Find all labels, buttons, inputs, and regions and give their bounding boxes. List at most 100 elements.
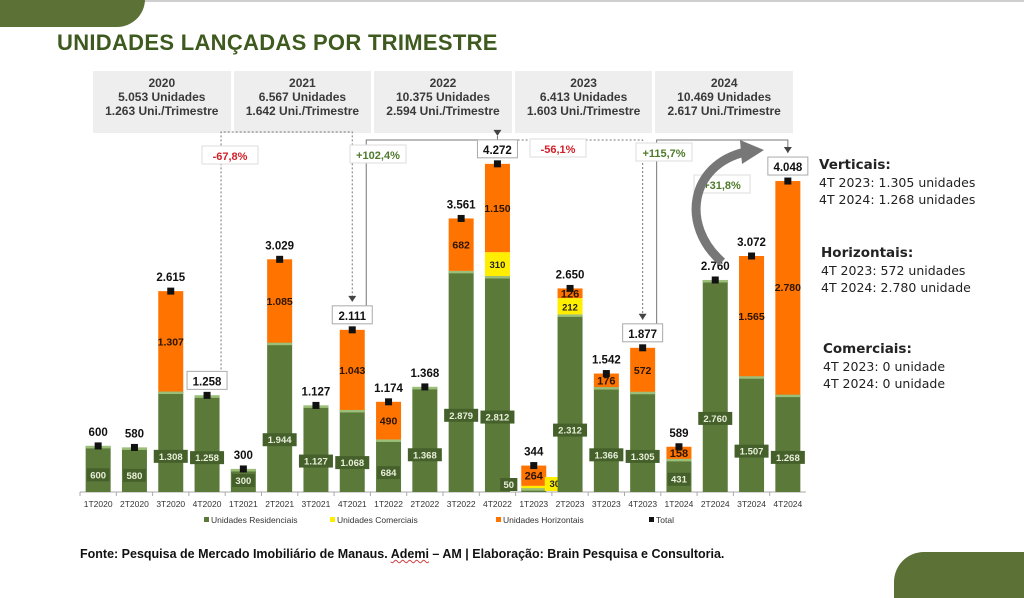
bar-comercial	[484, 252, 510, 276]
side-note-line: 4T 2024: 0 unidade	[823, 376, 946, 391]
source-ademi: Ademi	[390, 547, 429, 561]
percent-change-label: +102,4%	[356, 150, 400, 162]
total-value-label: 2.760	[701, 261, 730, 273]
side-note-line: 4T 2024: 2.780 unidade	[821, 280, 971, 295]
total-value-label: 2.650	[556, 269, 585, 281]
residencial-value-label: 1.268	[776, 453, 800, 464]
horizontal-value-label: 490	[380, 416, 398, 428]
bar-horizontal	[630, 347, 656, 392]
x-tick-label: 3T2020	[156, 499, 185, 509]
horizontal-value-label: 1.043	[339, 365, 365, 377]
year-average: 2.617 Uni./Trimestre	[667, 104, 781, 118]
year-average: 2.594 Uni./Trimestre	[386, 104, 500, 118]
total-value-label: 1.127	[302, 386, 331, 398]
percent-change-label: +31,8%	[703, 180, 741, 192]
brand-tab-top-left	[0, 0, 145, 27]
year-label: 2020	[148, 76, 176, 90]
curved-growth-arrow	[691, 147, 747, 266]
residencial-value-label: 1.507	[740, 447, 764, 458]
side-note-line: 4T 2024: 1.268 unidades	[819, 192, 976, 207]
bar-residencial	[630, 391, 656, 492]
bar-horizontal	[666, 446, 692, 459]
total-marker	[457, 214, 465, 222]
residencial-value-label: 1.258	[195, 453, 219, 464]
residencial-label-box	[500, 478, 518, 491]
total-marker	[276, 255, 284, 263]
year-average: 1.603 Uni./Trimestre	[526, 104, 641, 118]
year-total: 6.413 Unidades	[539, 90, 628, 104]
page-title: UNIDADES LANÇADAS POR TRIMESTRE	[57, 30, 498, 55]
arrowhead-icon	[348, 295, 357, 302]
x-tick-label: 2T2022	[410, 499, 439, 509]
residencial-label-box	[667, 472, 691, 486]
bar-comercial	[521, 485, 547, 489]
total-value-label: 4.048	[773, 162, 802, 174]
residencial-label-box	[190, 451, 225, 465]
residencial-value-label: 1.308	[159, 452, 183, 463]
residencial-label-box	[444, 408, 479, 422]
total-value-label: 589	[669, 428, 688, 440]
bar-residencial-top-highlight	[339, 409, 365, 413]
comercial-value-label: 30	[549, 479, 560, 490]
total-marker	[493, 160, 501, 168]
legend-label: Unidades Residenciais	[211, 515, 297, 525]
residencial-label-box	[335, 456, 370, 470]
horizontal-value-label: 1.085	[267, 296, 293, 308]
year-total: 5.053 Unidades	[118, 90, 206, 104]
bar-residencial-top-highlight	[775, 394, 801, 398]
residencial-value-label: 684	[381, 468, 398, 479]
total-label-box	[186, 370, 228, 390]
x-tick-label: 1T2022	[374, 499, 403, 509]
x-tick-label: 3T2024	[737, 499, 766, 509]
year-total: 10.469 Unidades	[677, 90, 772, 104]
residencial-value-label: 600	[90, 470, 106, 481]
residencial-label-box	[231, 474, 255, 487]
residencial-value-label: 431	[671, 475, 688, 486]
side-note-line: 4T 2023: 572 unidades	[821, 263, 966, 278]
total-value-label: 2.615	[156, 272, 185, 284]
year-label: 2022	[429, 76, 457, 90]
arrowhead-icon	[638, 313, 647, 320]
percent-change-box	[635, 142, 693, 162]
total-value-label: 3.072	[737, 237, 766, 249]
total-value-label: 300	[234, 450, 253, 462]
total-value-label: 1.174	[374, 383, 403, 395]
bar-residencial-top-highlight	[158, 391, 184, 395]
bar-residencial-top-highlight	[557, 314, 583, 317]
residencial-label-box	[625, 449, 660, 463]
source-suffix: – AM | Elaboração: Brain Pesquisa e Cons…	[428, 547, 725, 561]
bar-horizontal	[521, 465, 547, 486]
bar-residencial-top-highlight	[267, 342, 293, 346]
top-divider	[0, 0, 1024, 2]
year-summary-2020: 2020 5.053 Unidades 1.263 Uni./Trimestre	[93, 71, 231, 133]
residencial-label-box	[480, 410, 515, 424]
legend-swatch	[496, 517, 501, 522]
bar-residencial	[484, 275, 510, 492]
percent-change-label: -56,1%	[541, 144, 576, 156]
percent-change-label: -67,8%	[213, 151, 248, 163]
horizontal-value-label: 2.780	[775, 282, 801, 294]
side-note-horizontais: Horizontais: 4T 2023: 572 unidades 4T 20…	[821, 245, 971, 296]
total-value-label: 344	[524, 447, 544, 459]
total-label-box	[622, 323, 664, 343]
total-marker	[602, 370, 610, 378]
year-label: 2023	[570, 76, 597, 90]
side-note-title: Comerciais:	[823, 341, 912, 357]
bar-residencial-top-highlight	[376, 439, 402, 442]
x-tick-label: 4T2024	[773, 499, 802, 509]
x-tick-label: 2T2023	[556, 499, 585, 509]
year-total: 10.375 Unidades	[395, 90, 491, 104]
bar-residencial	[739, 376, 765, 492]
legend-swatch	[204, 517, 209, 522]
year-summary-2023: 2023 6.413 Unidades 1.603 Uni./Trimestre	[514, 71, 653, 133]
residencial-label-box	[298, 454, 333, 468]
total-marker	[385, 398, 393, 406]
total-marker	[711, 276, 719, 284]
horizontal-value-label: 682	[452, 240, 470, 252]
residencial-value-label: 2.760	[703, 414, 727, 425]
year-summary-2024: 2024 10.469 Unidades 2.617 Uni./Trimestre	[655, 71, 793, 133]
total-marker	[348, 326, 356, 334]
total-marker	[94, 442, 102, 450]
x-tick-label: 3T2021	[302, 499, 331, 509]
legend-label: Unidades Horizontais	[503, 515, 584, 525]
